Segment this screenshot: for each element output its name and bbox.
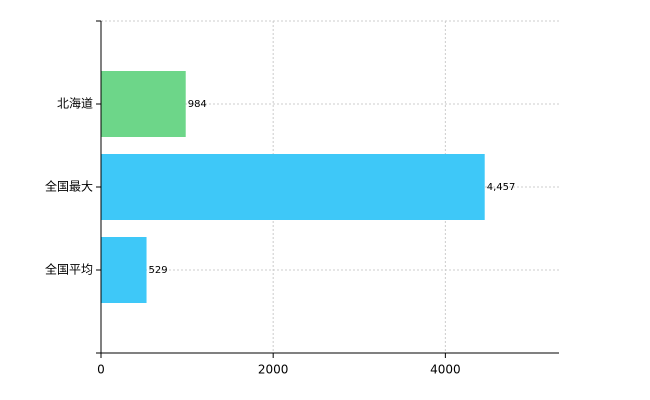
- x-tick-label: 2000: [258, 363, 289, 377]
- value-label: 984: [188, 99, 207, 110]
- value-label: 529: [149, 265, 168, 276]
- x-tick-label: 0: [97, 363, 105, 377]
- y-tick-label: 北海道: [57, 96, 93, 111]
- bar: [101, 237, 147, 303]
- y-tick-label: 全国平均: [45, 262, 93, 277]
- bar: [101, 71, 186, 137]
- bar: [101, 154, 485, 220]
- y-tick-label: 全国最大: [45, 179, 93, 194]
- value-label: 4,457: [487, 182, 516, 193]
- x-tick-label: 4000: [430, 363, 461, 377]
